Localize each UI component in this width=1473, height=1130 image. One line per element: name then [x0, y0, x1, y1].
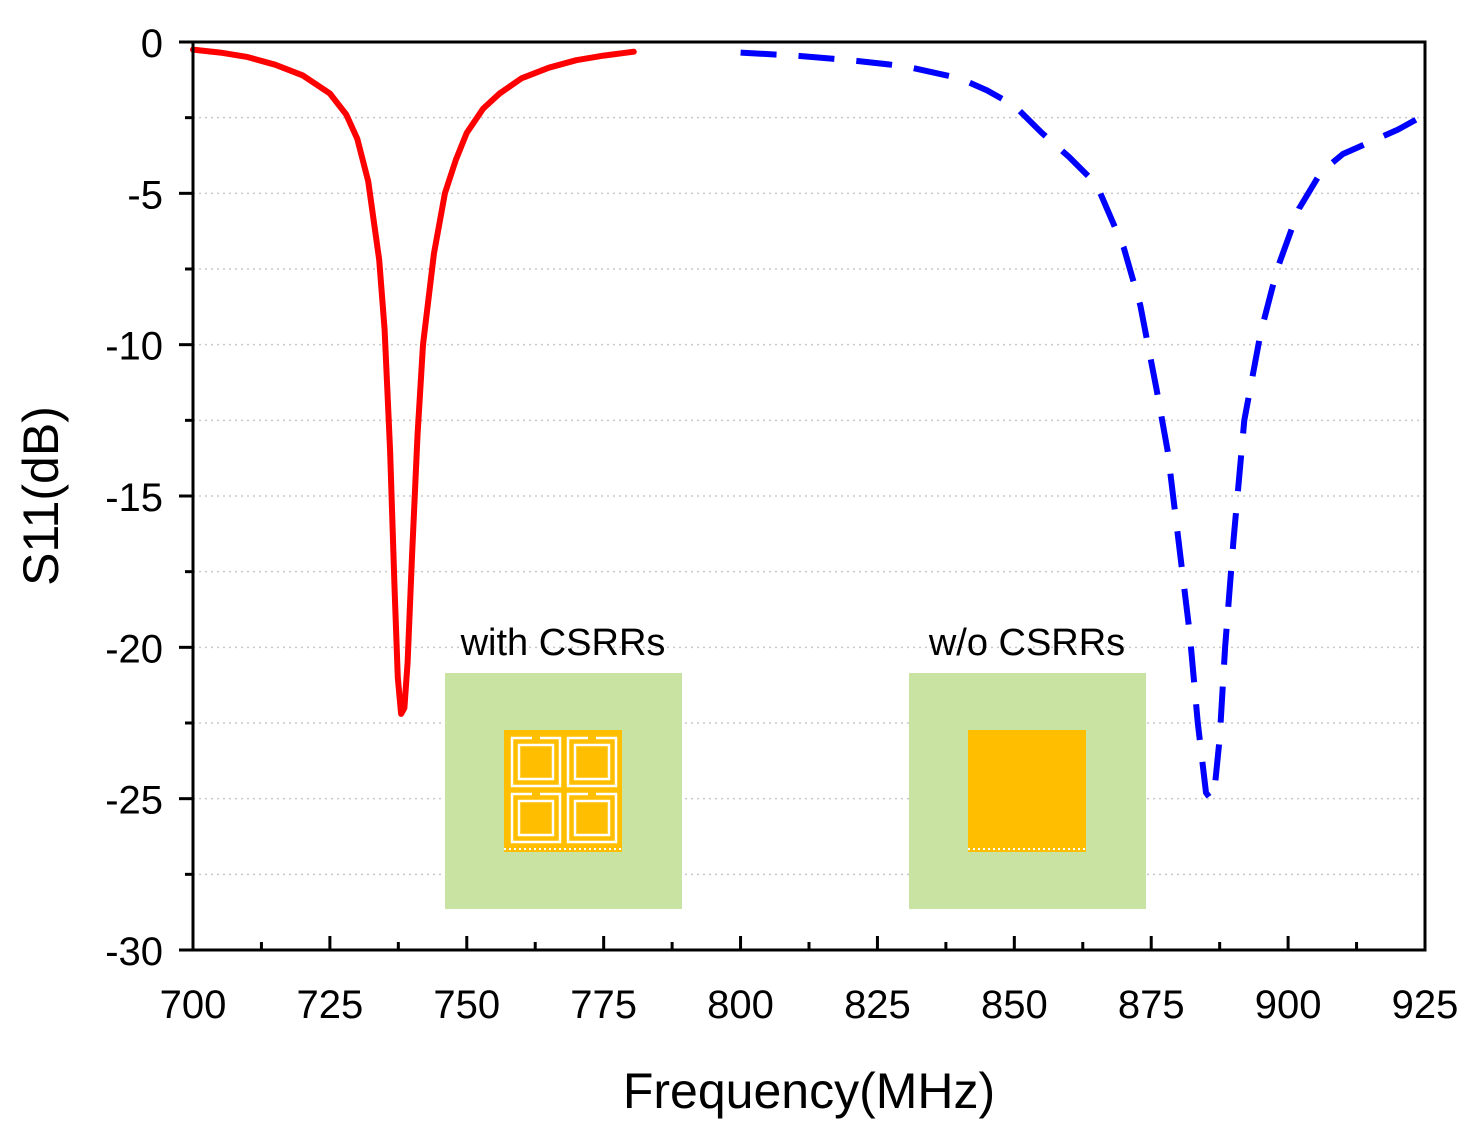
inset-without-csrrs: w/o CSRRs [909, 622, 1146, 909]
series-with-csrrs [190, 46, 637, 717]
y-tick-label: -25 [105, 779, 163, 823]
x-tick-label: 925 [1392, 983, 1459, 1027]
x-tick-label: 750 [433, 983, 500, 1027]
y-axis-title: S11(dB) [13, 406, 69, 586]
x-tick-label: 775 [570, 983, 637, 1027]
x-tick-label: 900 [1255, 983, 1322, 1027]
x-axis-ticks: 700 725 750 775 800 825 850 875 900 925 [160, 936, 1459, 1027]
csrr-inner-ring [517, 743, 555, 781]
patch-rect [968, 730, 1086, 852]
x-tick-label: 875 [1118, 983, 1185, 1027]
csrr-inner-ring [573, 799, 611, 837]
axes [191, 40, 1427, 952]
y-axis-ticks: 0 -5 -10 -15 -20 -25 -30 [105, 22, 193, 974]
plot-frame [191, 40, 1427, 952]
x-tick-label: 725 [297, 983, 364, 1027]
inset-with-csrrs: with CSRRs [445, 622, 682, 909]
x-tick-label: 825 [844, 983, 911, 1027]
y-tick-label: 0 [141, 22, 163, 66]
y-tick-label: -30 [105, 930, 163, 974]
csrr-inner-ring [573, 743, 611, 781]
x-tick-label: 800 [707, 983, 774, 1027]
y-tick-label: -20 [105, 627, 163, 671]
x-tick-label: 700 [160, 983, 227, 1027]
series-without-csrrs [740, 49, 1427, 802]
y-tick-label: -15 [105, 476, 163, 520]
csrr-inner-ring [517, 799, 555, 837]
patch-rect [504, 730, 622, 852]
inset-label: with CSRRs [460, 622, 666, 664]
x-tick-label: 850 [981, 983, 1048, 1027]
x-axis-title: Frequency(MHz) [623, 1063, 995, 1119]
inset-label: w/o CSRRs [928, 622, 1125, 664]
series-lines [190, 46, 1427, 802]
insets: with CSRRs w/o CSRRs [445, 622, 1146, 909]
y-tick-label: -10 [105, 325, 163, 369]
y-tick-label: -5 [127, 173, 163, 217]
